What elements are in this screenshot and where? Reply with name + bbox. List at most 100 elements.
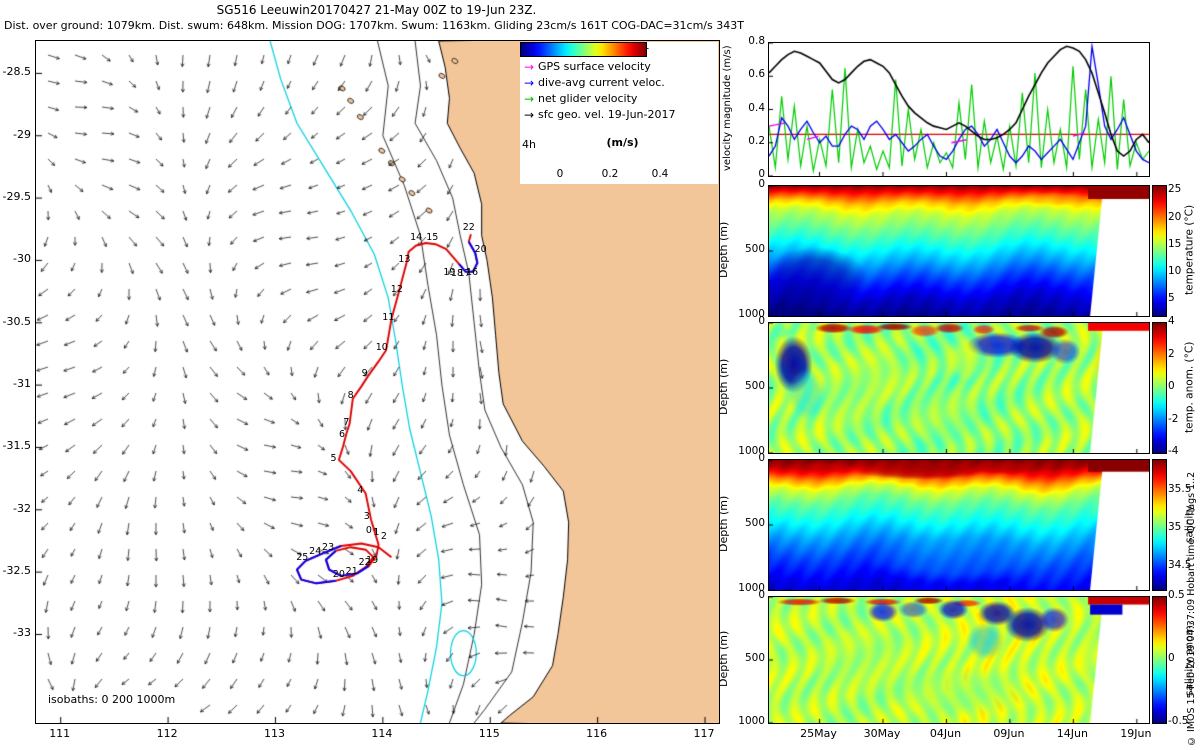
- colorbar-tick: -0.5: [1168, 715, 1189, 727]
- waypoint-number: 19: [443, 266, 456, 278]
- waypoint-number: 9: [361, 367, 368, 379]
- colorbar-tick: 25: [1168, 183, 1182, 196]
- velocity-y-tick: 0.8: [748, 35, 765, 47]
- waypoint-number: 21: [345, 566, 358, 578]
- waypoint-number: 5: [330, 452, 337, 464]
- waypoint-number: 7: [343, 416, 350, 428]
- waypoint-number: 0: [365, 524, 372, 536]
- depth-axis-title: Depth (m): [717, 358, 730, 416]
- time-axis-tick: 30May: [863, 727, 901, 740]
- velocity-y-tick: 0: [758, 168, 765, 180]
- colorbar-tick: -4: [1168, 445, 1179, 457]
- temperature-colorbar: [1152, 185, 1167, 317]
- colorbar-tick: -2: [1168, 412, 1179, 425]
- map-x-tick: 114: [371, 727, 393, 740]
- salinity-anomaly-panel: [768, 596, 1150, 724]
- depth-axis-title: Depth (m): [717, 221, 730, 279]
- colorbar-tick: 2: [1168, 347, 1175, 360]
- legend-item-label: net glider velocity: [538, 92, 638, 105]
- velocity-y-tick: 0.4: [748, 101, 765, 114]
- map-x-tick: 113: [263, 727, 285, 740]
- map-y-tick: -29: [13, 127, 31, 141]
- map-x-tick: 111: [49, 727, 71, 740]
- figure-subtitle: Dist. over ground: 1079km. Dist. swum: 6…: [4, 19, 744, 32]
- figure-title: SG516 Leeuwin20170427 21-May 00Z to 19-J…: [216, 3, 537, 17]
- waypoint-number: 14: [410, 231, 423, 243]
- waypoint-number: 13: [398, 254, 411, 266]
- map-x-tick: 116: [586, 727, 608, 740]
- salinity-anomaly-canvas: [769, 597, 1149, 723]
- depth-tick: 500: [744, 243, 765, 255]
- salinity-canvas: [769, 460, 1149, 590]
- waypoint-number: 11: [382, 311, 395, 323]
- map-y-tick: -30: [13, 252, 31, 266]
- depth-tick: 0: [758, 589, 765, 601]
- waypoint-number: 20: [474, 244, 487, 256]
- waypoint-number: 25: [296, 552, 309, 564]
- depth-tick: 1000: [738, 715, 765, 727]
- waypoint-number: 1: [373, 527, 380, 539]
- temp-anomaly-canvas: [769, 323, 1149, 453]
- map-x-tick: 112: [156, 727, 178, 740]
- depth-axis-title: Depth (m): [717, 630, 730, 688]
- map-y-tick: -31.5: [2, 439, 31, 453]
- waypoint-number: 3: [363, 511, 370, 523]
- legend-colorbar-tick: 0.2: [601, 168, 619, 180]
- map-x-tick: 115: [478, 727, 500, 740]
- time-axis-tick: 09Jun: [993, 727, 1025, 740]
- waypoint-number: 20: [332, 568, 345, 580]
- velocity-y-tick: 0.2: [748, 134, 765, 147]
- colorbar-title: temperature (°C): [1183, 204, 1196, 296]
- colorbar-tick: 35.5: [1168, 482, 1192, 495]
- waypoint-number: 10: [375, 341, 388, 353]
- legend-arrow-icon: →: [523, 107, 535, 122]
- legend-colorbar-tick: 0.4: [651, 168, 669, 180]
- map-legend: →25cm/s swim vector→GPS surface velocity…: [520, 42, 718, 184]
- depth-tick: 0: [758, 178, 765, 190]
- colorbar-tick: 5: [1168, 291, 1175, 304]
- waypoint-number: 22: [358, 557, 371, 569]
- velocity-y-tick: 0.6: [748, 68, 765, 81]
- legend-colorbar-tick: 0: [556, 168, 564, 180]
- temp-anomaly-panel: [768, 322, 1150, 454]
- waypoint-number: 16: [465, 266, 479, 278]
- map-y-tick: -32: [13, 501, 31, 515]
- colorbar-tick: 0: [1168, 380, 1175, 392]
- depth-axis-title: Depth (m): [717, 495, 730, 553]
- waypoint-number: 8: [347, 390, 354, 402]
- depth-tick: 1000: [738, 445, 765, 457]
- depth-tick: 1000: [738, 308, 765, 320]
- temperature-canvas: [769, 186, 1149, 316]
- waypoint-number: 12: [390, 284, 403, 296]
- legend-item: → GPS surface velocity: [520, 59, 718, 74]
- waypoint-number: 18: [450, 268, 463, 280]
- isobaths-label: isobaths: 0 200 1000m: [46, 693, 178, 706]
- time-axis-tick: 14Jun: [1056, 727, 1088, 740]
- map-y-tick: -33: [13, 626, 31, 640]
- waypoint-number: 6: [339, 428, 346, 440]
- legend-item-label: dive-avg current veloc.: [538, 76, 665, 89]
- depth-tick: 0: [758, 452, 765, 464]
- temp-anomaly-colorbar: [1152, 322, 1167, 454]
- colorbar-title: temp. anom. (°C): [1183, 341, 1196, 433]
- temperature-panel: [768, 185, 1150, 317]
- time-axis-tick: 04Jun: [929, 727, 962, 740]
- legend-item-label: sfc geo. vel. 19-Jun-2017: [538, 108, 676, 121]
- depth-tick: 500: [744, 517, 765, 529]
- map-x-tick: 117: [693, 727, 715, 740]
- colorbar-tick: 35: [1168, 520, 1182, 533]
- velocity-canvas: [769, 43, 1149, 176]
- depth-tick: 500: [744, 652, 765, 664]
- waypoint-number: 2: [380, 531, 387, 543]
- colorbar-tick: 10: [1168, 264, 1182, 277]
- depth-tick: 0: [758, 315, 765, 327]
- map-y-tick: -32.5: [2, 564, 31, 578]
- legend-item: → net glider velocity: [520, 91, 718, 106]
- waypoint-number: 19: [366, 554, 379, 566]
- legend-item: → dive-avg current veloc.: [520, 75, 718, 90]
- colorbar-tick: 34.5: [1168, 559, 1192, 572]
- map-y-tick: -30.5: [2, 314, 31, 328]
- waypoint-number: 22: [462, 222, 475, 234]
- legend-window-label: 4h: [522, 138, 536, 151]
